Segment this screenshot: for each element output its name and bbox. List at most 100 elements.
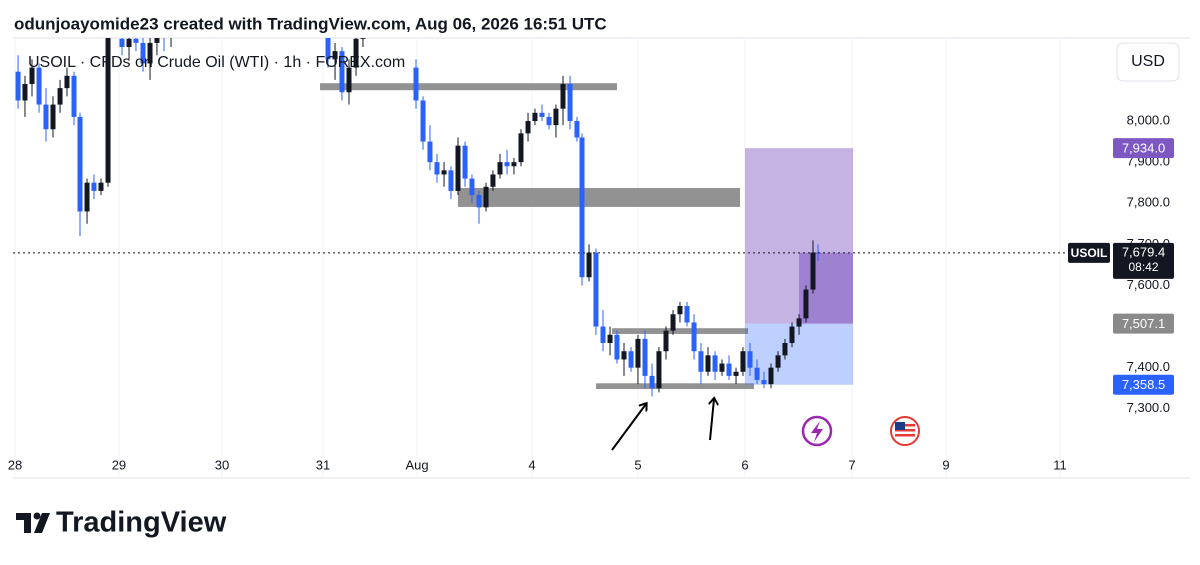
candle-body — [476, 195, 482, 208]
zone — [595, 383, 754, 390]
event-icon[interactable] — [801, 415, 833, 447]
candle-body — [754, 367, 760, 381]
candle-body — [642, 338, 648, 376]
candle-body — [427, 141, 433, 163]
x-tick-label: 11 — [1053, 457, 1067, 472]
currency[interactable]: USD — [1131, 53, 1165, 70]
candle-body — [649, 375, 655, 389]
candle-body — [71, 75, 77, 117]
candle-body — [22, 84, 28, 101]
price-tag-label: 7,934.0 — [1122, 141, 1165, 156]
candle-body — [339, 51, 345, 93]
x-tick-label: Aug — [405, 457, 428, 472]
candle-body — [810, 252, 816, 290]
candle-body — [663, 330, 669, 352]
candle-body — [57, 88, 63, 105]
candle-body — [803, 289, 809, 319]
candle-body — [567, 84, 573, 122]
price-tag-label: 7,358.5 — [1122, 377, 1165, 392]
candle-body — [553, 108, 559, 126]
candle-body — [532, 112, 538, 122]
candle-body — [768, 367, 774, 385]
header: odunjoayomide23 created with TradingView… — [14, 14, 607, 33]
candle-body — [140, 42, 146, 64]
price-tag — [1113, 138, 1174, 159]
candle-body — [469, 178, 475, 196]
candle-body — [29, 67, 35, 85]
candle-body — [761, 380, 767, 385]
candle-body — [133, 38, 139, 43]
candle-body — [84, 182, 90, 212]
candle-body — [119, 38, 125, 48]
candle-body — [50, 104, 56, 130]
candle-body — [525, 121, 531, 134]
y-tick-label: 7,800.0 — [1127, 195, 1170, 210]
candle-body — [77, 116, 83, 212]
chart-title: USOIL · CFDs on Crude Oil (WTI) · 1h · F… — [28, 54, 405, 71]
x-tick-label: 31 — [316, 457, 330, 472]
candle-body — [691, 322, 697, 352]
flag-icon[interactable] — [890, 416, 920, 446]
candle-body — [497, 162, 503, 175]
candle-body — [656, 351, 662, 389]
candle-body — [600, 326, 606, 344]
x-tick-label: 28 — [8, 457, 22, 472]
candle-body — [360, 38, 366, 39]
candle-body — [462, 145, 468, 179]
logo — [16, 512, 50, 533]
price-tag-label: 7,507.1 — [1122, 316, 1165, 331]
candle-body — [490, 174, 496, 187]
candle-body — [747, 351, 753, 368]
candle-body — [775, 355, 781, 368]
candle-body — [782, 343, 788, 356]
price-tag — [1113, 313, 1174, 334]
candle-body — [712, 355, 718, 372]
y-tick-label: 8,000.0 — [1127, 112, 1170, 127]
candle-body — [705, 355, 711, 372]
candle-body — [105, 38, 111, 183]
candle-body — [726, 363, 732, 376]
candle-body — [448, 170, 454, 191]
candle-body — [43, 104, 49, 130]
x-tick-label: 29 — [112, 457, 126, 472]
candle-body — [98, 182, 104, 191]
candle-body — [36, 67, 42, 105]
candle-body — [504, 162, 510, 167]
candle-body — [621, 351, 627, 360]
x-tick-label: 30 — [215, 457, 229, 472]
candle-body — [733, 371, 739, 376]
candle-body — [346, 67, 352, 93]
x-tick-label: 7 — [848, 457, 855, 472]
y-tick-label: 7,600.0 — [1127, 277, 1170, 292]
candle-body — [789, 326, 795, 344]
candle-body — [670, 314, 676, 331]
candle-body — [483, 186, 489, 208]
x-tick-label: 4 — [528, 457, 535, 472]
last-price-tag — [1113, 242, 1174, 279]
candle-body — [332, 51, 338, 60]
candle-body — [434, 162, 440, 175]
candle-body — [413, 67, 419, 101]
candle-body — [560, 84, 566, 109]
candle-body — [546, 116, 552, 126]
candle-body — [441, 170, 447, 175]
candle-body — [607, 334, 613, 344]
zone — [457, 188, 741, 207]
currency-button[interactable] — [1116, 42, 1180, 82]
candle-body — [796, 318, 802, 327]
zone — [320, 83, 617, 91]
plot-area — [15, 38, 854, 397]
y-tick-label: 7,400.0 — [1127, 359, 1170, 374]
candle-body — [635, 338, 641, 368]
symbol-tag — [1068, 242, 1110, 263]
footer-brand: TradingView — [56, 507, 227, 539]
candle-body — [91, 182, 97, 191]
axes: 28293031Aug45679117,300.07,400.07,500.07… — [8, 112, 1170, 472]
candle-body — [698, 351, 704, 372]
candle-body — [455, 145, 461, 191]
countdown: 08:42 — [1128, 260, 1158, 274]
candle-body — [614, 334, 620, 360]
candle-body — [677, 306, 683, 315]
